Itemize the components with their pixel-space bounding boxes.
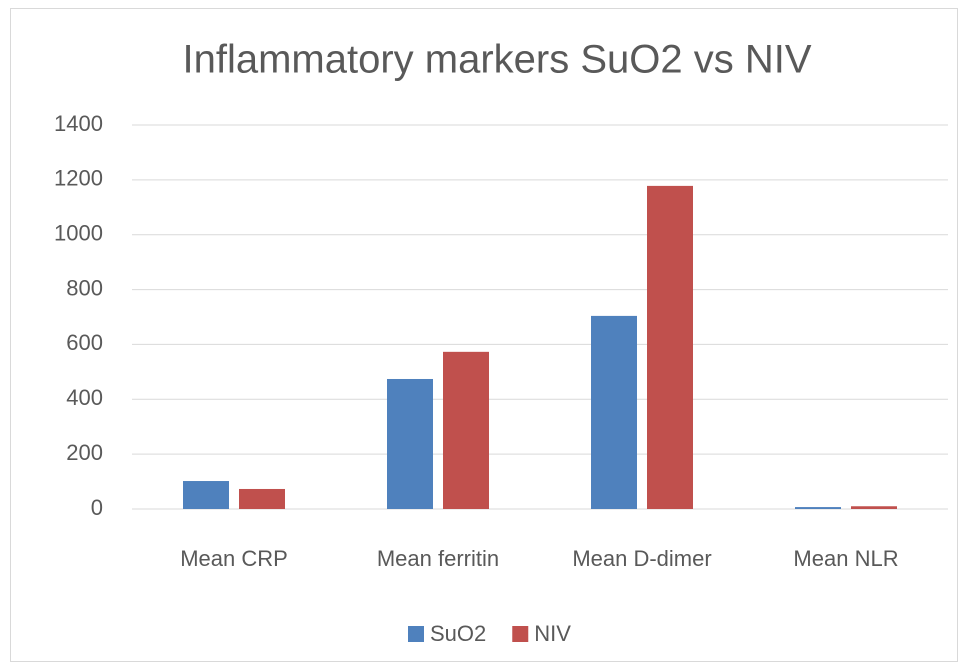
y-tick-label: 0 bbox=[91, 495, 103, 520]
x-tick-label: Mean CRP bbox=[180, 546, 288, 571]
bar bbox=[443, 351, 489, 509]
bar bbox=[239, 488, 285, 509]
y-tick-label: 800 bbox=[66, 275, 103, 300]
bar bbox=[591, 315, 637, 509]
y-tick-label: 200 bbox=[66, 440, 103, 465]
bar bbox=[795, 507, 841, 509]
chart-frame bbox=[10, 8, 958, 662]
y-tick-label: 1400 bbox=[54, 111, 103, 136]
bar bbox=[183, 481, 229, 509]
x-tick-label: Mean NLR bbox=[793, 546, 898, 571]
legend-swatch bbox=[408, 626, 424, 642]
chart-title: Inflammatory markers SuO2 vs NIV bbox=[182, 38, 811, 82]
y-tick-label: 1000 bbox=[54, 221, 103, 246]
y-tick-label: 400 bbox=[66, 385, 103, 410]
bar bbox=[851, 506, 897, 509]
bar bbox=[647, 185, 693, 510]
x-tick-label: Mean D-dimer bbox=[572, 546, 711, 571]
x-tick-label: Mean ferritin bbox=[377, 546, 499, 571]
legend-label: NIV bbox=[534, 621, 571, 646]
legend-label: SuO2 bbox=[430, 621, 486, 646]
legend-swatch bbox=[512, 626, 529, 642]
y-tick-label: 600 bbox=[66, 330, 103, 355]
y-tick-label: 1200 bbox=[54, 166, 103, 191]
bar bbox=[387, 378, 433, 509]
